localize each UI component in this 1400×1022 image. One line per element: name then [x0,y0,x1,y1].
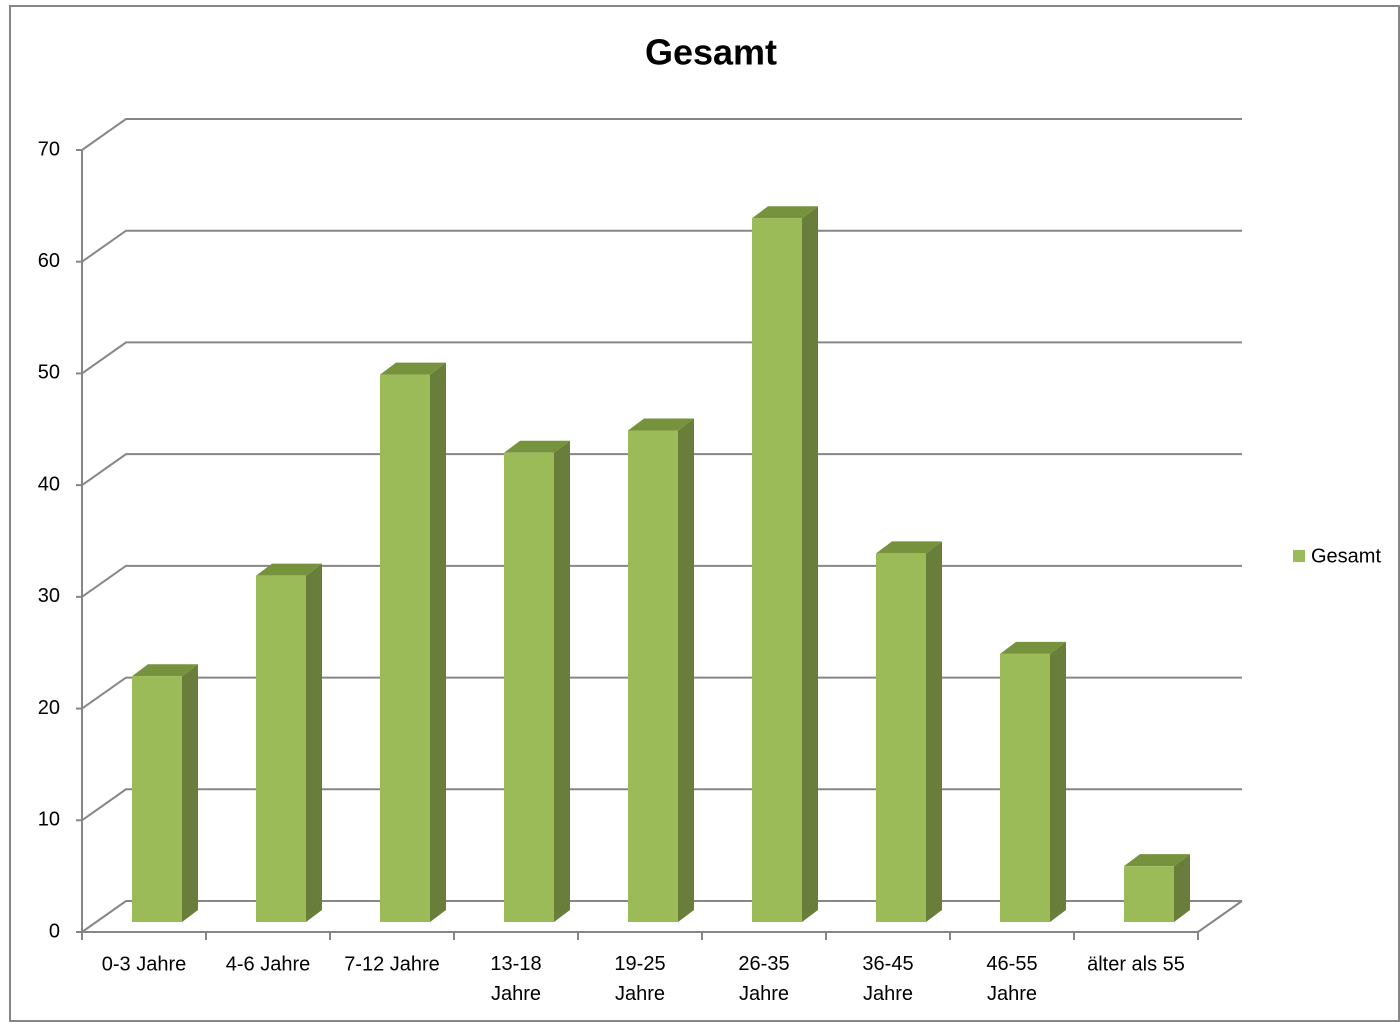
grid-line [81,118,1242,151]
bar-top [628,418,694,431]
bar-front [132,676,182,922]
bar-top [1124,854,1190,867]
grid-line [81,229,1242,263]
bar-front [380,374,430,923]
grid-line [81,900,1242,933]
bar [1124,854,1190,922]
y-tick-label: 20 [38,697,60,719]
bar-side [1174,854,1190,922]
bar-side [1050,641,1066,922]
x-tick-label: 7-12 Jahre [344,953,440,975]
y-tick-label: 70 [38,138,60,160]
bar-top [256,563,322,576]
bar [876,541,942,922]
y-tick-label: 10 [38,809,60,831]
legend-swatch [1293,550,1305,562]
bar-top [132,664,198,677]
chart-frame [9,5,1400,1022]
x-tick-label: 36-45 Jahre [862,953,913,1005]
bar-front [1124,866,1174,922]
bar-top [752,206,818,219]
legend-label: Gesamt [1311,545,1381,567]
x-tick-label: älter als 55 [1087,953,1185,975]
bar [380,362,446,923]
bar-front [876,553,926,922]
y-tick-label: 60 [38,250,60,272]
bar-front [628,430,678,922]
bar [1000,641,1066,922]
chart-title: Gesamt [645,32,777,73]
bar-side [430,362,446,923]
grid-line [81,341,1242,375]
bar-side [306,563,322,922]
grid-line [81,676,1242,710]
bar [132,664,198,922]
bar [752,206,818,922]
y-tick-label: 30 [38,585,60,607]
bar-side [926,541,942,922]
bar-side [182,664,198,922]
x-tick-label: 46-55 Jahre [986,953,1037,1005]
y-tick-label: 50 [38,362,60,384]
bar [256,563,322,922]
x-tick-label: 26-35 Jahre [738,953,789,1005]
y-tick-label: 0 [49,920,60,942]
bar-side [678,418,694,922]
bar [628,418,694,922]
bar-front [256,575,306,922]
bar-front [504,452,554,922]
bar-top [504,440,570,453]
grid-line [81,453,1242,486]
y-tick-label: 40 [38,473,60,495]
bar-side [554,440,570,922]
grid-line [81,788,1242,822]
grid-line [81,564,1242,598]
x-tick-label: 13-18 Jahre [490,953,541,1005]
bar-top [380,362,446,375]
bar-front [1000,653,1050,922]
x-tick-label: 19-25 Jahre [614,953,665,1005]
bar-front [752,218,802,922]
x-tick-label: 4-6 Jahre [226,953,311,975]
bar-top [876,541,942,554]
bar [504,440,570,922]
x-tick-label: 0-3 Jahre [102,953,187,975]
bar-side [802,206,818,922]
bar-top [1000,641,1066,654]
